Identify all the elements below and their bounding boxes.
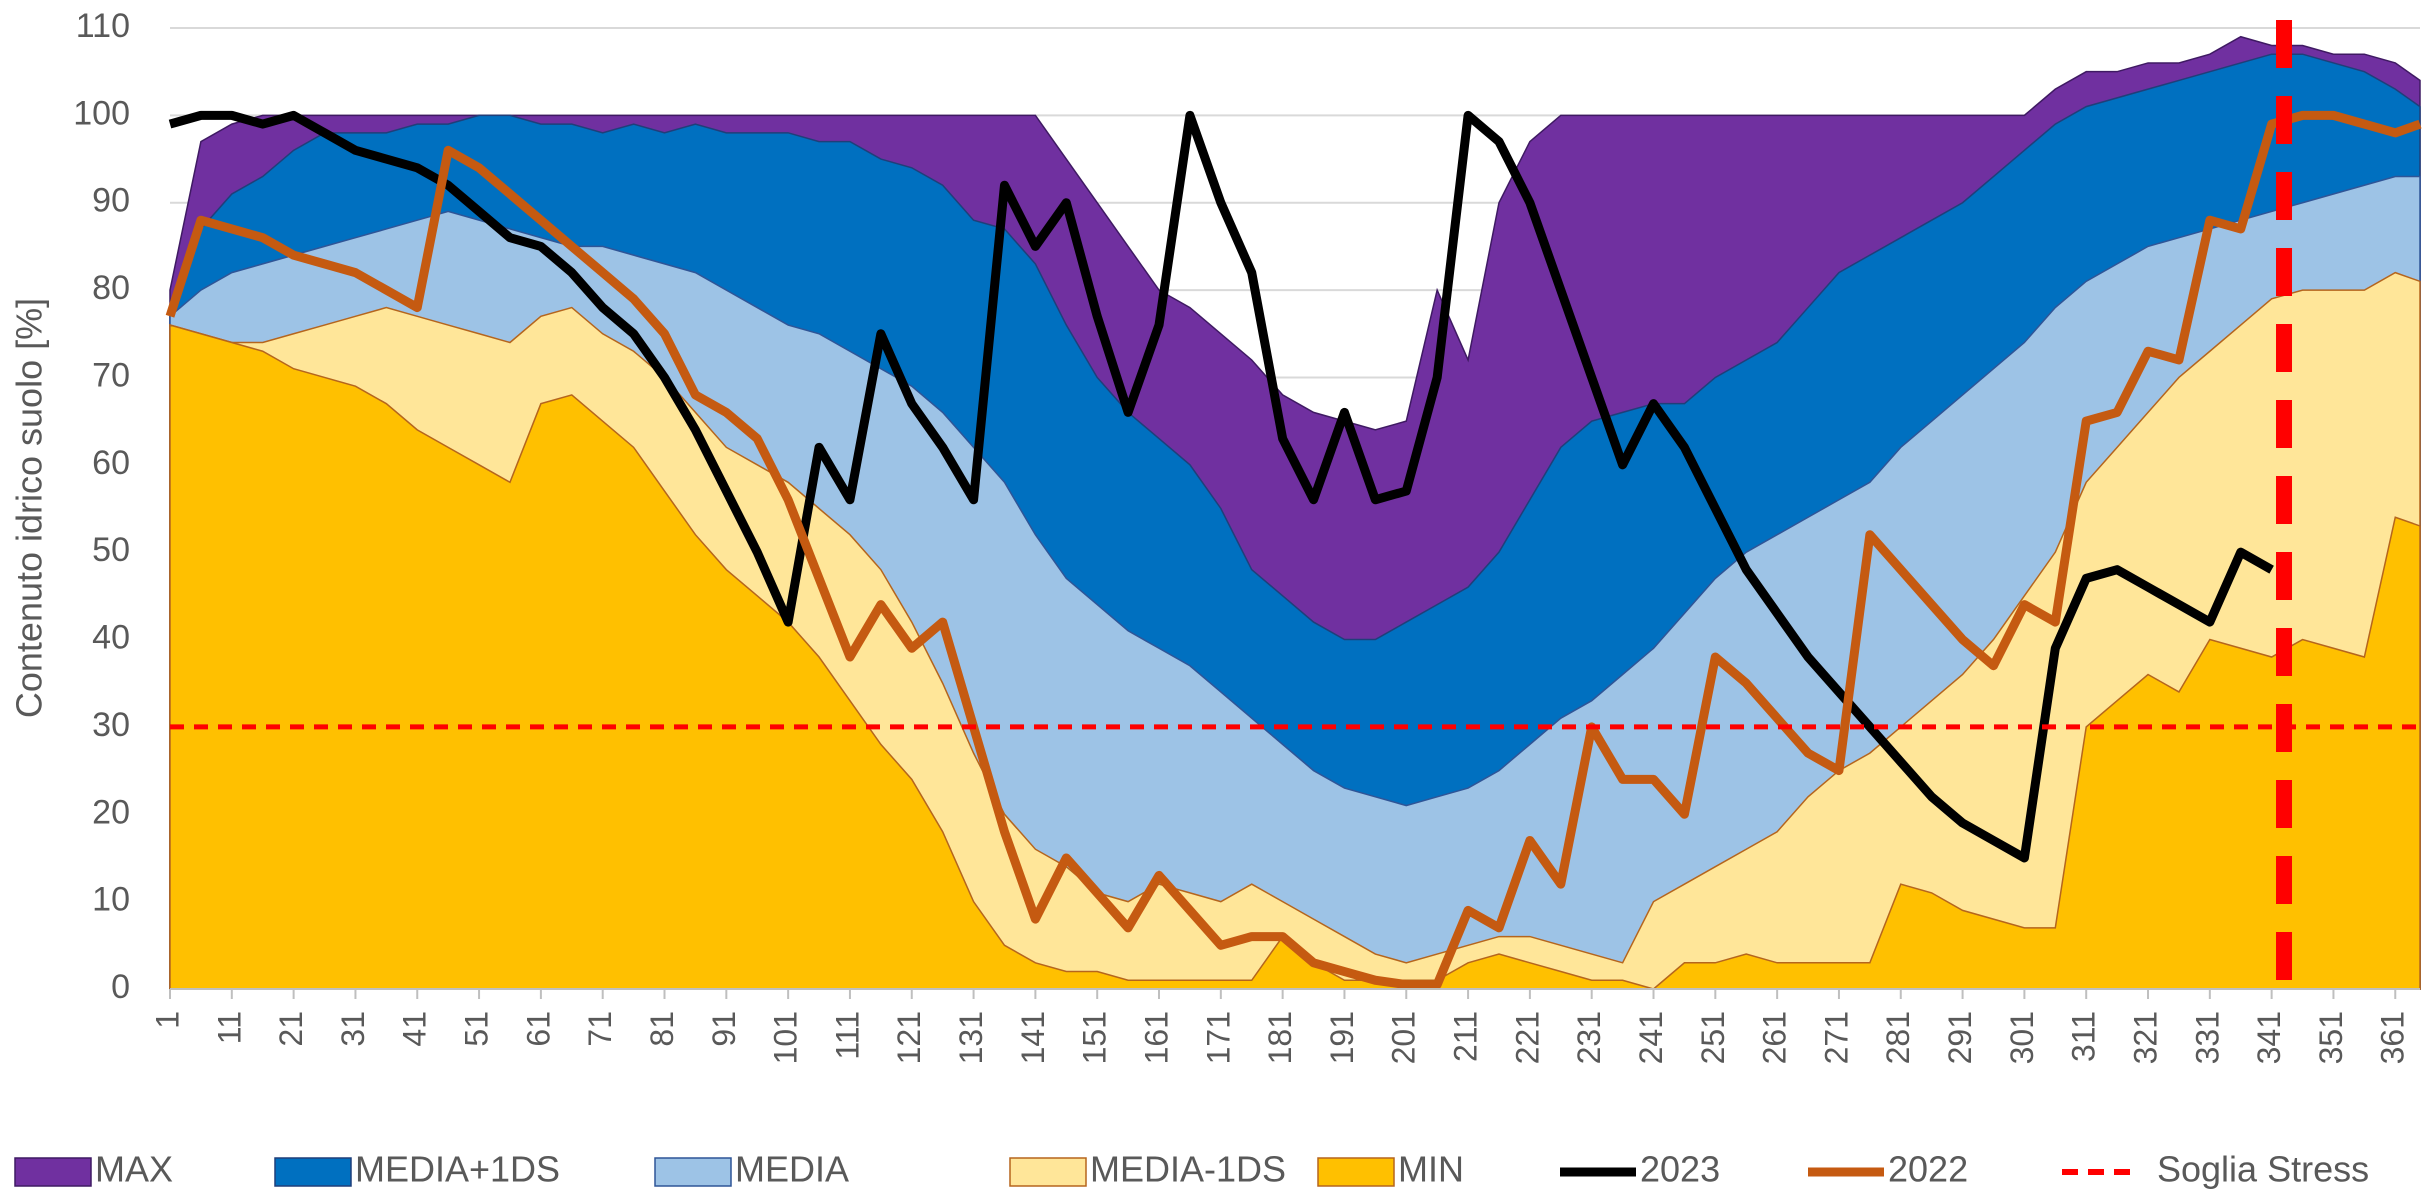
- x-tick-label: 261: [1757, 1011, 1793, 1064]
- x-tick-label: 271: [1818, 1011, 1854, 1064]
- x-tick-label: 41: [397, 1011, 433, 1047]
- x-tick-label: 291: [1942, 1011, 1978, 1064]
- y-axis-label: Contenuto idrico suolo [%]: [9, 298, 50, 718]
- x-tick-label: 141: [1015, 1011, 1051, 1064]
- x-tick-label: 11: [211, 1011, 247, 1044]
- x-tick-label: 31: [335, 1011, 371, 1047]
- x-tick-label: 191: [1324, 1011, 1360, 1064]
- x-tick-label: 91: [706, 1011, 742, 1047]
- y-tick-label: 20: [92, 793, 130, 831]
- x-tick-label: 241: [1633, 1011, 1669, 1064]
- legend-label: 2022: [1888, 1149, 1968, 1190]
- x-tick-label: 131: [953, 1011, 989, 1064]
- plot-area: [165, 35, 2422, 990]
- x-tick-label: 121: [891, 1011, 927, 1064]
- y-tick-label: 110: [76, 7, 130, 45]
- x-tick-label: 281: [1880, 1011, 1916, 1064]
- legend-label: MAX: [95, 1149, 173, 1190]
- line: [168, 110, 2274, 863]
- x-tick-label: 331: [2189, 1011, 2225, 1064]
- y-tick-label: 0: [111, 968, 130, 1006]
- x-tick-label: 341: [2251, 1011, 2287, 1064]
- x-tick-label: 321: [2127, 1011, 2163, 1064]
- x-tick-label: 151: [1077, 1011, 1113, 1064]
- x-tick-label: 51: [459, 1011, 495, 1047]
- y-tick-label: 70: [92, 356, 130, 394]
- legend-label: MEDIA-1DS: [1090, 1149, 1286, 1190]
- x-tick-label: 161: [1138, 1011, 1174, 1064]
- legend-swatch: [654, 1157, 732, 1187]
- legend-label: MIN: [1398, 1149, 1464, 1190]
- x-tick-label: 171: [1200, 1011, 1236, 1064]
- line: [165, 110, 2422, 990]
- x-tick-label: 101: [768, 1011, 804, 1064]
- x-tick-label: 361: [2375, 1011, 2411, 1064]
- x-tick-label: 251: [1695, 1011, 1731, 1064]
- x-tick-label: 201: [1386, 1011, 1422, 1064]
- legend-swatch: [274, 1157, 352, 1187]
- legend-swatch: [1009, 1157, 1087, 1187]
- x-tick-label: 21: [273, 1011, 309, 1047]
- x-tick-label: 311: [2066, 1011, 2102, 1062]
- y-tick-label: 10: [92, 881, 130, 919]
- x-tick-label: 1: [149, 1011, 185, 1029]
- legend-label: MEDIA: [735, 1149, 849, 1190]
- y-tick-label: 90: [92, 182, 130, 220]
- y-tick-label: 80: [92, 269, 130, 307]
- y-tick-label: 30: [92, 706, 130, 744]
- x-tick-label: 231: [1571, 1011, 1607, 1064]
- y-tick-label: 60: [92, 444, 130, 482]
- legend-label: MEDIA+1DS: [355, 1149, 560, 1190]
- legend-swatch: [1317, 1157, 1395, 1187]
- legend-label: 2023: [1640, 1149, 1720, 1190]
- x-tick-label: 61: [520, 1011, 556, 1047]
- x-tick-label: 221: [1509, 1011, 1545, 1064]
- x-tick-label: 351: [2313, 1011, 2349, 1064]
- x-tick-label: 81: [644, 1011, 680, 1047]
- x-tick-label: 71: [582, 1011, 618, 1047]
- x-tick-label: 301: [2004, 1011, 2040, 1064]
- y-tick-label: 40: [92, 619, 130, 657]
- legend-label: Soglia Stress: [2157, 1149, 2369, 1190]
- x-tick-label: 211: [1448, 1011, 1484, 1062]
- y-tick-label: 100: [73, 94, 130, 132]
- y-tick-label: 50: [92, 531, 130, 569]
- x-tick-label: 111: [829, 1011, 865, 1060]
- x-tick-label: 181: [1262, 1011, 1298, 1064]
- legend-swatch: [14, 1157, 92, 1187]
